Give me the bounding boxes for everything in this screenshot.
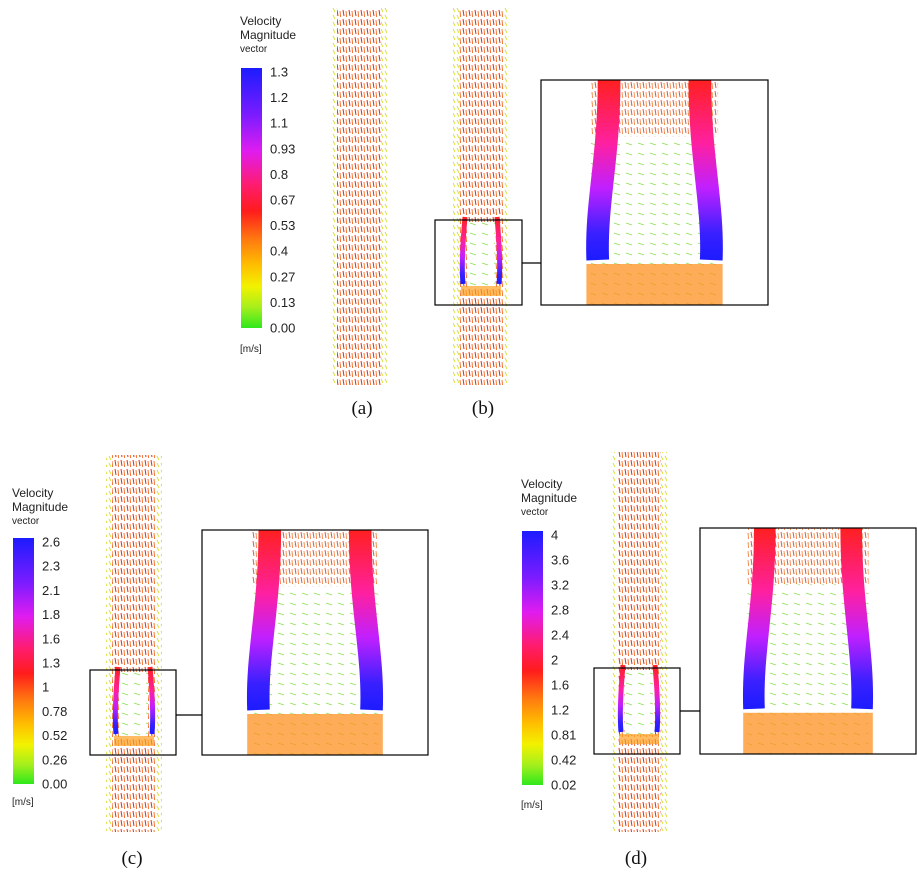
legend-unit: [m/s] — [521, 800, 543, 811]
legend-tick-label: 0.00 — [270, 321, 295, 336]
tube-core — [337, 8, 381, 385]
vector-field — [331, 8, 387, 385]
legend-tick-label: 2.6 — [42, 535, 60, 550]
zoom-frame — [201, 529, 429, 756]
neck-core — [120, 672, 148, 737]
flow-band — [742, 528, 776, 710]
legend-tick-label: 1.6 — [551, 678, 569, 693]
legend-tick-label: 0.00 — [42, 777, 67, 792]
legend-tick-label: 0.8 — [270, 167, 288, 182]
legend-title: Magnitude — [12, 500, 68, 514]
legend-tick-label: 1.1 — [270, 116, 288, 131]
flow-band — [586, 80, 621, 261]
neck-band — [147, 666, 156, 735]
tube-core — [459, 8, 503, 385]
zoom-view — [202, 530, 428, 755]
panel-label: (d) — [625, 848, 647, 869]
legend-title: Velocity — [521, 477, 562, 491]
legend-tick-label: 0.26 — [42, 752, 67, 767]
neck-band — [459, 216, 468, 285]
legend-tick-label: 0.81 — [551, 728, 576, 743]
flow-band — [688, 80, 723, 261]
legend-tick-label: 1 — [42, 680, 49, 695]
legend-title: Magnitude — [240, 28, 296, 42]
panel-label: (a) — [351, 398, 372, 419]
zoom-view — [700, 528, 916, 754]
legend-unit: [m/s] — [12, 797, 34, 808]
legend-title: Velocity — [240, 14, 281, 28]
neck-band — [617, 664, 626, 733]
legend-tick-label: 2.3 — [42, 559, 60, 574]
legend-title: vector — [521, 507, 549, 518]
legend-tick-label: 1.8 — [42, 607, 60, 622]
legend-tick-label: 0.02 — [551, 778, 576, 793]
legend-tick-label: 0.4 — [270, 244, 288, 259]
legend-title: vector — [240, 44, 268, 55]
panel-label: (c) — [121, 848, 142, 869]
zoom-bottom — [586, 264, 723, 305]
legend-tick-label: 1.2 — [270, 90, 288, 105]
neck-core — [625, 670, 653, 735]
legend-tick-label: 0.42 — [551, 753, 576, 768]
legend-tick-label: 2.8 — [551, 603, 569, 618]
legend-tick-label: 2.1 — [42, 583, 60, 598]
legend-title: vector — [12, 516, 40, 527]
legend-tick-label: 0.93 — [270, 141, 295, 156]
zoom-bottom — [743, 712, 873, 754]
legend-title: Velocity — [12, 486, 53, 500]
color-bar — [13, 538, 34, 784]
legend-title: Magnitude — [521, 491, 577, 505]
legend-tick-label: 1.3 — [42, 656, 60, 671]
tube-core — [617, 452, 661, 832]
neck-band — [652, 664, 661, 733]
neck-bottom — [114, 736, 154, 746]
panel-label: (b) — [472, 398, 494, 419]
legend-tick-label: 2.4 — [551, 628, 569, 643]
neck-core — [467, 222, 495, 287]
legend-unit: [m/s] — [240, 344, 262, 355]
zoom-frame — [699, 527, 917, 755]
legend-tick-label: 1.6 — [42, 631, 60, 646]
neck-band — [112, 666, 121, 735]
tube-core — [112, 455, 156, 832]
zoom-region — [89, 669, 177, 756]
legend-tick-label: 1.3 — [270, 65, 288, 80]
legend-tick-label: 0.27 — [270, 269, 295, 284]
legend-tick-label: 0.52 — [42, 728, 67, 743]
zoom-frame — [540, 79, 769, 306]
zoom-view — [541, 80, 768, 305]
legend-tick-label: 3.6 — [551, 553, 569, 568]
legend-tick-label: 4 — [551, 528, 558, 543]
flow-band — [348, 530, 384, 711]
legend-tick-label: 0.67 — [270, 193, 295, 208]
neck-bottom — [461, 286, 501, 296]
legend-tick-label: 0.78 — [42, 704, 67, 719]
vector-field — [453, 8, 509, 385]
color-bar — [522, 531, 543, 785]
legend-tick-label: 2 — [551, 653, 558, 668]
flow-band — [840, 528, 874, 710]
legend-tick-label: 0.53 — [270, 218, 295, 233]
legend-tick-label: 0.13 — [270, 295, 295, 310]
zoom-bottom — [247, 714, 383, 755]
vector-field — [611, 452, 667, 832]
vector-field — [106, 455, 162, 832]
color-bar — [241, 68, 262, 328]
neck-band — [494, 216, 503, 285]
legend-tick-label: 1.2 — [551, 703, 569, 718]
legend-tick-label: 3.2 — [551, 578, 569, 593]
flow-band — [246, 530, 282, 711]
neck-bottom — [619, 734, 659, 744]
